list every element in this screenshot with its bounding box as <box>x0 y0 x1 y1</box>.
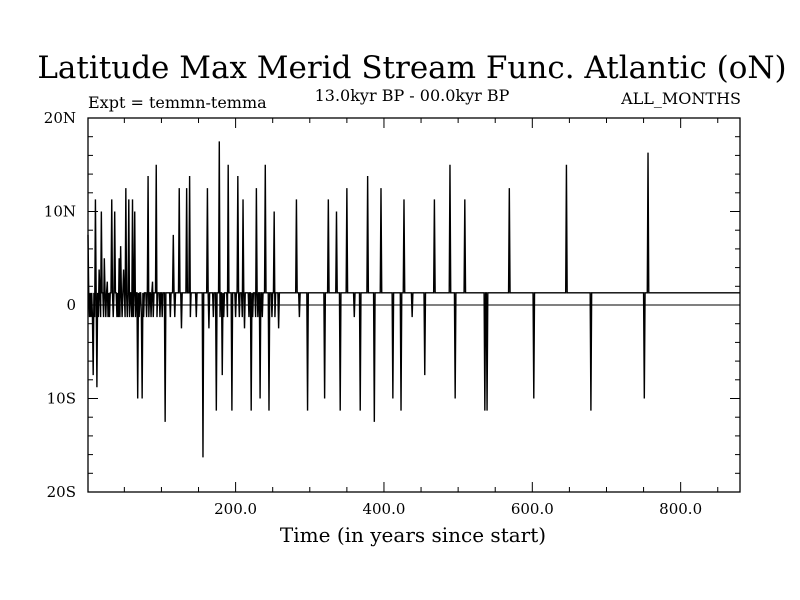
experiment-label: Expt = temmn-temma <box>88 93 267 112</box>
y-tick-label: 20S <box>47 483 76 501</box>
y-tick-label: 20N <box>44 109 76 127</box>
y-axis-ticks: 20S 10S 0 10N 20N <box>44 109 740 501</box>
chart-title: Latitude Max Merid Stream Func. Atlantic… <box>37 50 786 86</box>
months-label: ALL_MONTHS <box>620 89 741 108</box>
y-tick-label: 0 <box>66 296 76 314</box>
series-group <box>87 141 740 458</box>
y-tick-label: 10N <box>44 203 76 221</box>
x-axis-label: Time (in years since start) <box>280 523 546 547</box>
period-label: 13.0kyr BP - 00.0kyr BP <box>315 86 510 105</box>
x-tick-label: 600.0 <box>511 500 554 518</box>
x-tick-label: 400.0 <box>362 500 405 518</box>
y-tick-label: 10S <box>47 390 76 408</box>
series-line-0 <box>87 141 740 458</box>
x-tick-label: 800.0 <box>659 500 702 518</box>
x-tick-label: 200.0 <box>214 500 257 518</box>
x-axis-ticks: 200.0 400.0 600.0 800.0 <box>123 118 719 518</box>
